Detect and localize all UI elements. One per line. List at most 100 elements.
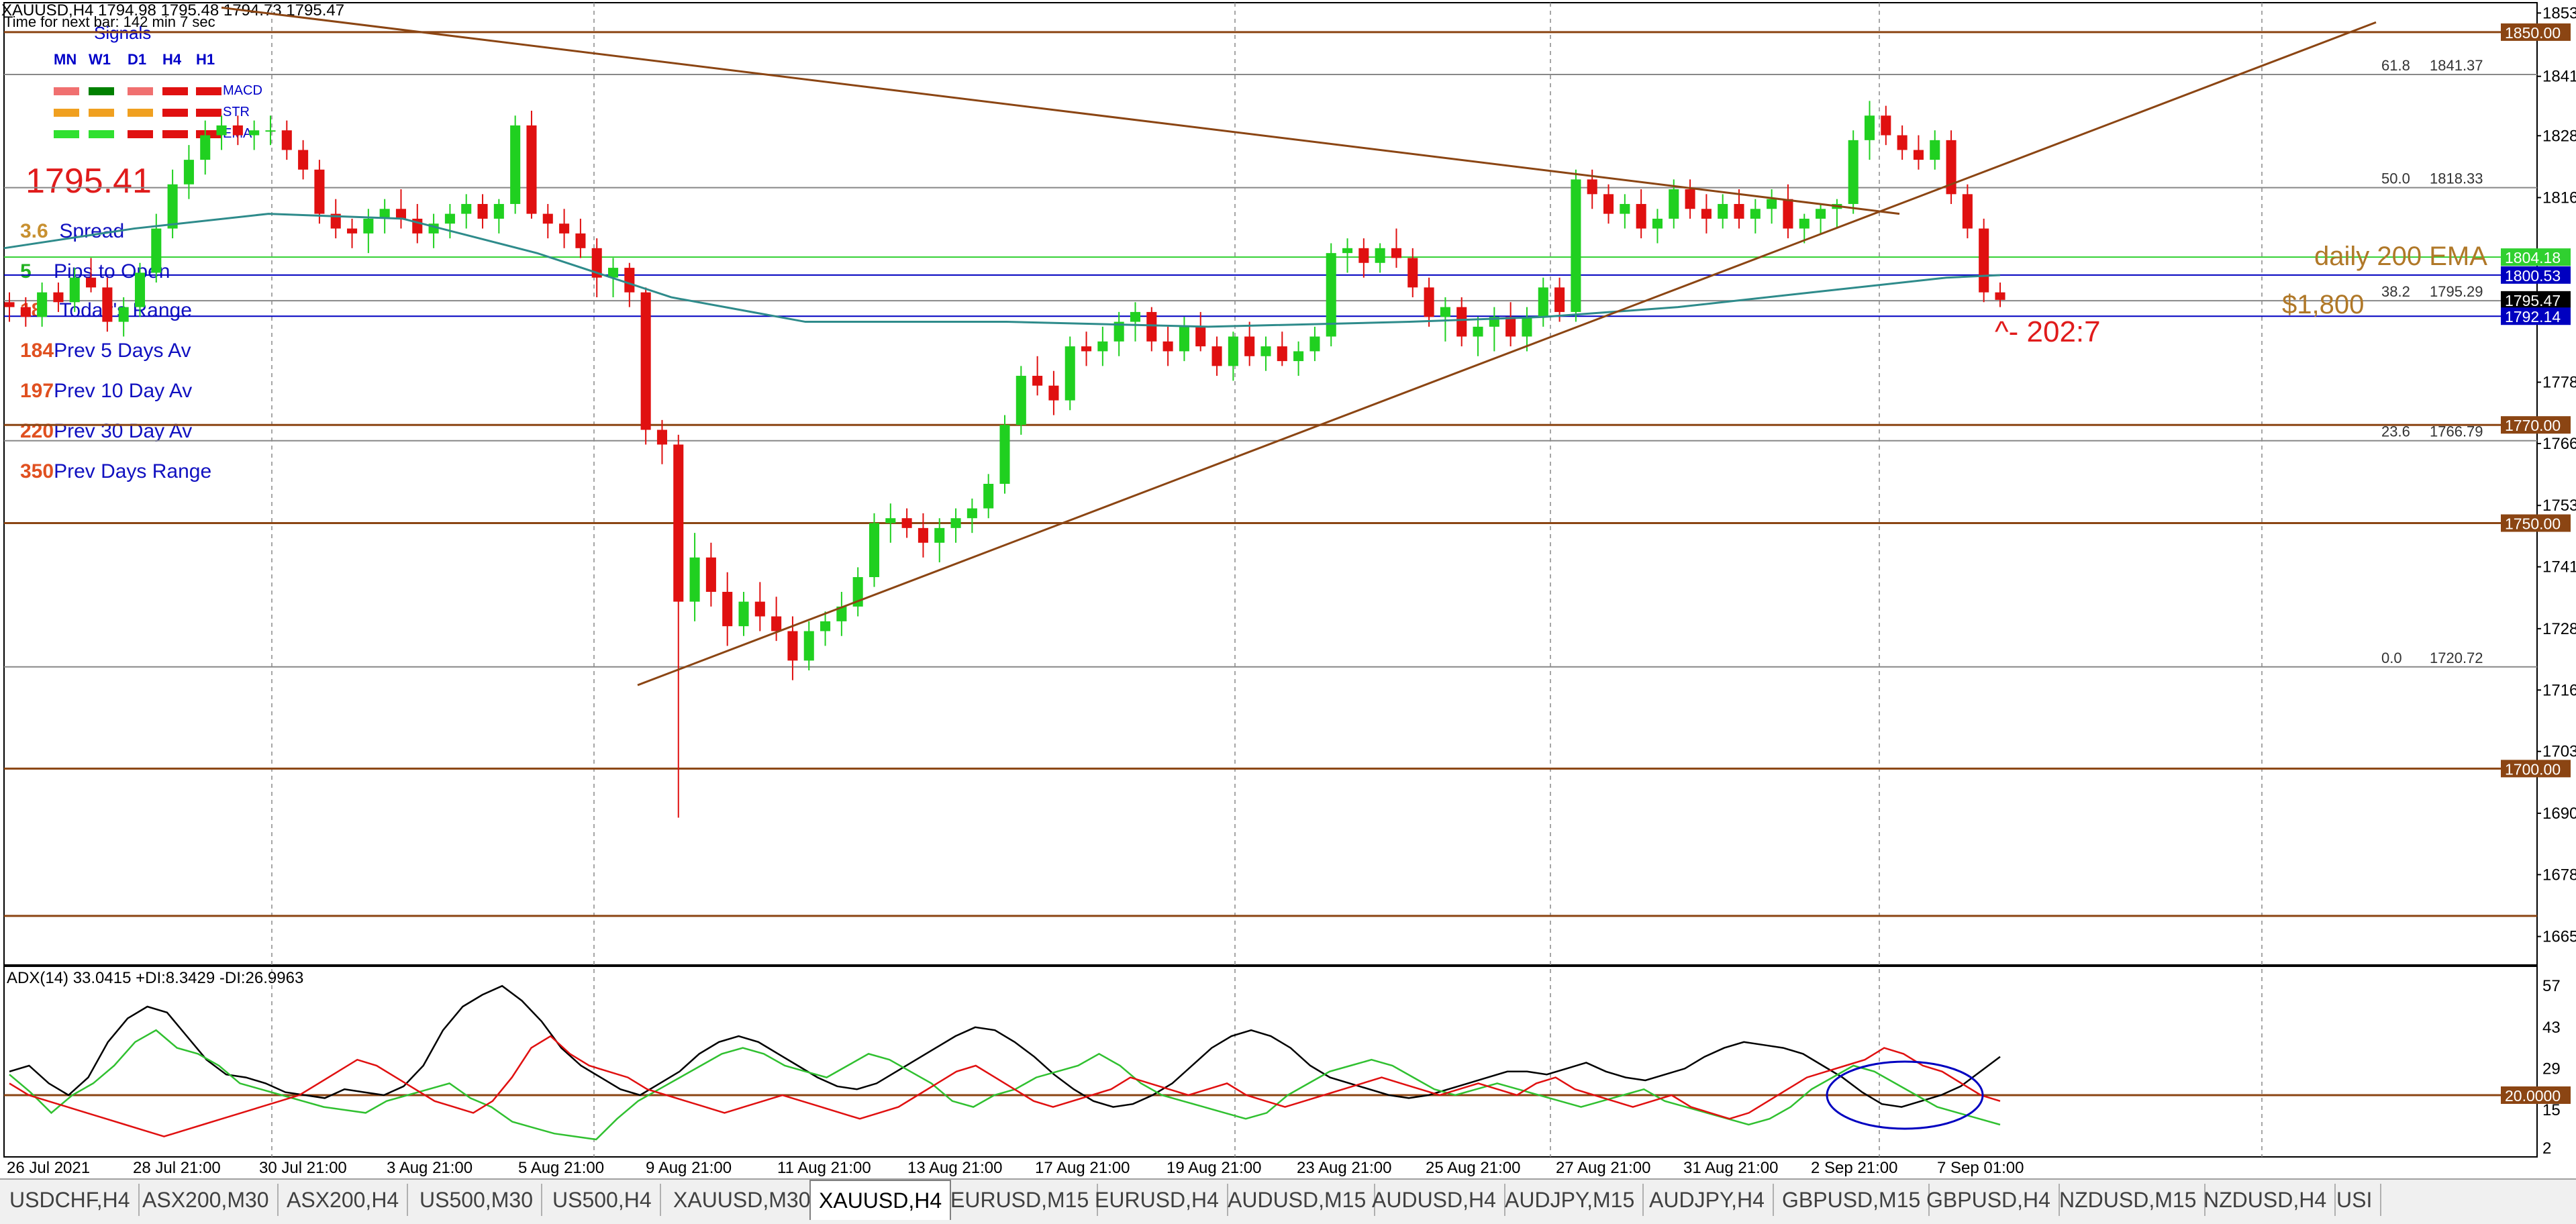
price-label-box bbox=[2501, 307, 2571, 325]
highlight-ellipse bbox=[1826, 1060, 1984, 1130]
tab-us500-h4[interactable]: US500,H4 bbox=[544, 1184, 661, 1216]
candle-body bbox=[1375, 248, 1385, 263]
candle-body bbox=[69, 277, 80, 303]
price-label-box bbox=[2501, 23, 2571, 41]
candle-body bbox=[1015, 376, 1026, 425]
candle-body bbox=[607, 268, 619, 278]
candle-body bbox=[151, 228, 162, 273]
tab-asx200-m30[interactable]: ASX200,M30 bbox=[134, 1184, 279, 1216]
candle-body bbox=[477, 203, 488, 219]
candle-body bbox=[1179, 326, 1189, 352]
time-axis-label: 23 Aug 21:00 bbox=[1297, 1159, 1391, 1177]
candle-body bbox=[1358, 248, 1369, 263]
candle-body bbox=[265, 130, 276, 132]
candle-body bbox=[689, 557, 700, 602]
candle-body bbox=[1211, 346, 1222, 366]
signal-box-str-w1 bbox=[89, 109, 114, 117]
tab-xauusd-h4[interactable]: XAUUSD,H4 bbox=[809, 1180, 952, 1220]
price-label-text: 1850.00 bbox=[2505, 24, 2561, 42]
candle-body bbox=[1816, 209, 1826, 219]
stat-label: Prev 10 Day Av bbox=[54, 380, 193, 402]
time-axis-label: 19 Aug 21:00 bbox=[1167, 1159, 1261, 1177]
candle-body bbox=[281, 130, 292, 150]
tab-gbpusd-m15[interactable]: GBPUSD,M15 bbox=[1774, 1184, 1930, 1216]
candle-body bbox=[314, 169, 325, 214]
candle-body bbox=[705, 557, 716, 592]
stat-prev-days-range: 350Prev Days Range bbox=[20, 460, 211, 483]
candle-body bbox=[869, 523, 880, 578]
price-tick-label: 1841.00 bbox=[2542, 68, 2576, 86]
fib-level-label: 61.8 bbox=[2381, 57, 2410, 74]
stat-value: 220 bbox=[20, 420, 54, 442]
chart-tab-bar: USDCHF,H4 ASX200,M30 ASX200,H4 US500,M30 US5… bbox=[0, 1178, 2576, 1224]
candle-body bbox=[934, 527, 945, 543]
ascending-trendline bbox=[637, 21, 2377, 686]
signals-tf-d1: D1 bbox=[128, 51, 147, 68]
signal-box-macd-mn bbox=[54, 87, 79, 95]
tab-asx200-h4[interactable]: ASX200,H4 bbox=[279, 1184, 409, 1216]
tab-audjpy-h4[interactable]: AUDJPY,H4 bbox=[1641, 1184, 1774, 1216]
tab-eurusd-m15[interactable]: EURUSD,M15 bbox=[942, 1184, 1099, 1216]
candle-body bbox=[803, 631, 814, 661]
adx-tick-label: 29 bbox=[2542, 1060, 2561, 1078]
adx-level-label: 20.0000 bbox=[2505, 1087, 2561, 1105]
price-label-text: 1795.47 bbox=[2505, 292, 2561, 309]
price-label-text: 1700.00 bbox=[2505, 760, 2561, 778]
candle-body bbox=[1718, 203, 1728, 219]
tab-gbpusd-h4[interactable]: GBPUSD,H4 bbox=[1918, 1184, 2060, 1216]
ema-annotation: daily 200 EMA bbox=[2314, 242, 2487, 271]
candle-body bbox=[1587, 179, 1597, 195]
ema-200-line bbox=[3, 213, 2001, 328]
candle-body bbox=[1848, 140, 1859, 204]
fib-level-label: 23.6 bbox=[2381, 423, 2410, 440]
candle-body bbox=[510, 125, 521, 204]
tab-nzdusd-m15[interactable]: NZDUSD,M15 bbox=[2051, 1184, 2206, 1216]
price-tick-label: 1766.20 bbox=[2542, 435, 2576, 453]
tab-audusd-m15[interactable]: AUDUSD,M15 bbox=[1220, 1184, 1376, 1216]
candle-body bbox=[754, 601, 765, 617]
candle-body bbox=[379, 209, 390, 219]
candle-body bbox=[1260, 346, 1271, 356]
candle-body bbox=[1554, 287, 1565, 312]
candle-body bbox=[1538, 287, 1548, 317]
fib-level-label: 50.0 bbox=[2381, 170, 2410, 187]
price-chart[interactable]: 1853.90 1841.00 1828.90 1816.30 1778.70 1766.… bbox=[0, 0, 2576, 1178]
adx-level-label-box bbox=[2501, 1086, 2571, 1104]
round-number-annotation: $1,800 bbox=[2282, 290, 2365, 319]
price-tick-label: 1703.50 bbox=[2542, 743, 2576, 761]
candle-body bbox=[1799, 218, 1810, 229]
candle-body bbox=[1032, 376, 1043, 386]
candle-body bbox=[885, 518, 896, 523]
tab-usdchf-h4[interactable]: USDCHF,H4 bbox=[1, 1184, 140, 1216]
candle-body bbox=[1162, 341, 1173, 352]
stat-label: Prev 30 Day Av bbox=[54, 420, 193, 442]
time-axis-label: 30 Jul 21:00 bbox=[259, 1159, 347, 1177]
fib-price-label: 1841.37 bbox=[2430, 57, 2483, 74]
plus-di-line bbox=[9, 1029, 2001, 1141]
candle-body bbox=[950, 518, 961, 528]
tab-nzdusd-h4[interactable]: NZDUSD,H4 bbox=[2195, 1184, 2336, 1216]
tab-us500-m30[interactable]: US500,M30 bbox=[411, 1184, 542, 1216]
signal-box-str-h4 bbox=[162, 109, 188, 117]
signals-label-str: STR bbox=[223, 105, 250, 119]
candle-body bbox=[1913, 150, 1924, 160]
candle-body bbox=[363, 218, 374, 234]
time-axis-label: 7 Sep 01:00 bbox=[1937, 1159, 2024, 1177]
candle-body bbox=[999, 425, 1010, 484]
time-axis-label: 11 Aug 21:00 bbox=[777, 1159, 871, 1177]
tab-audusd-h4[interactable]: AUDUSD,H4 bbox=[1364, 1184, 1505, 1216]
price-label-box bbox=[2501, 291, 2571, 309]
candle-body bbox=[1097, 341, 1108, 352]
candle-body bbox=[1669, 189, 1679, 219]
tab-eurusd-h4[interactable]: EURUSD,H4 bbox=[1087, 1184, 1228, 1216]
tab-audjpy-m15[interactable]: AUDJPY,M15 bbox=[1497, 1184, 1644, 1216]
candle-body bbox=[200, 135, 211, 160]
chart-header-line2: Time for next bar: 142 min 7 sec bbox=[4, 13, 215, 30]
time-axis-label: 26 Jul 2021 bbox=[7, 1159, 90, 1177]
tab-usi[interactable]: USI bbox=[2328, 1184, 2382, 1216]
candle-body bbox=[1522, 317, 1532, 337]
tab-xauusd-m30[interactable]: XAUUSD,M30 bbox=[665, 1184, 820, 1216]
candle-body bbox=[820, 621, 831, 631]
adx-line bbox=[9, 984, 2001, 1108]
